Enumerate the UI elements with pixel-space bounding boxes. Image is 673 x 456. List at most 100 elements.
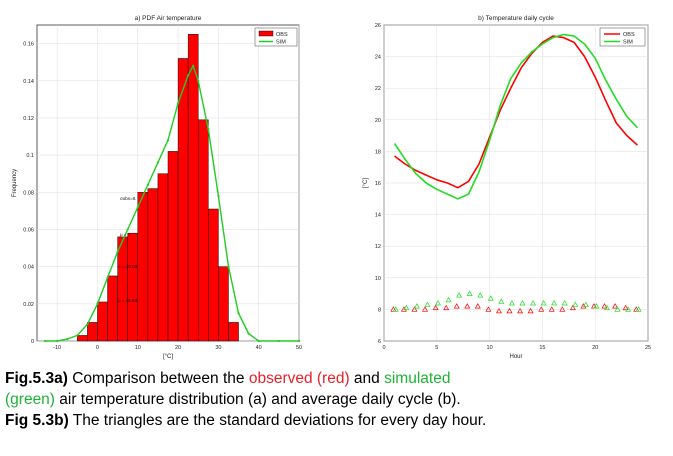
obs-bar — [228, 322, 239, 342]
sim-std-triangle — [625, 306, 632, 312]
chart-b-x-tick-label: 5 — [435, 345, 438, 351]
chart-b-std-triangles — [390, 290, 642, 314]
sim-point — [56, 339, 59, 343]
obs-std-triangle — [432, 304, 439, 311]
obs-std-triangle — [527, 307, 534, 314]
sim-point — [192, 64, 195, 67]
caption-text: Comparison between the — [67, 370, 249, 387]
chart-b-y-tick-label: 12 — [375, 244, 381, 250]
caption-label-b: Fig 5.3b) — [5, 412, 69, 429]
sim-std-triangle — [403, 304, 410, 311]
caption-observed: observed (red) — [248, 370, 350, 387]
sim-std-triangle — [561, 299, 568, 306]
caption-text: air temperature distribution (a) and ave… — [54, 391, 461, 408]
chart-b-y-tick-label: 26 — [375, 23, 381, 29]
figure-charts: a) PDF Air temperature -10 0 10 20 30 40 50 0 0… — [12, 15, 651, 360]
sim-std-triangle — [445, 296, 452, 303]
legend-b-obs-label: OBS — [623, 32, 635, 38]
obs-std-triangle — [495, 307, 502, 314]
obs-bar — [97, 301, 108, 342]
obs-std-triangle — [411, 306, 418, 312]
chart-a-x-tick-label: 0 — [96, 345, 99, 351]
chart-a-annotation: μ = 15.64 — [118, 298, 137, 303]
sim-std-triangle — [466, 290, 473, 296]
caption-line-2: (green) air temperature distribution (a)… — [5, 389, 670, 410]
caption-green: (green) — [5, 391, 55, 408]
chart-a-x-tick-label: 40 — [256, 345, 262, 351]
sim-std-triangle — [551, 299, 558, 306]
sim-std-triangle — [582, 301, 589, 307]
sim-point — [86, 323, 89, 326]
obs-bar — [77, 335, 88, 342]
chart-a-x-tick-label: 50 — [296, 345, 302, 351]
chart-b-y-tick-label: 18 — [375, 149, 381, 155]
chart-a-legend: OBS SIM — [254, 27, 298, 47]
sim-point — [197, 79, 200, 82]
caption-simulated: simulated — [384, 370, 451, 387]
chart-b-y-tick-label: 10 — [375, 276, 381, 282]
sim-std-triangle — [456, 292, 463, 298]
chart-b-x-tick-label: 10 — [487, 345, 493, 351]
obs-bar — [127, 232, 139, 342]
sim-point — [176, 101, 180, 105]
sim-line — [393, 33, 638, 200]
chart-a-y-tick-label: 0.08 — [23, 190, 34, 196]
sim-std-triangle — [413, 303, 420, 309]
obs-std-triangle — [400, 306, 407, 312]
sim-point — [227, 265, 230, 268]
obs-bar — [157, 173, 169, 342]
chart-a-annotation: σ = 20.08 — [118, 264, 138, 269]
chart-b-x-tick-label: 25 — [645, 345, 651, 351]
obs-bar — [117, 236, 128, 342]
chart-a-title: a) PDF Air temperature — [135, 15, 202, 22]
figure-caption: Fig.5.3a) Comparison between the observe… — [5, 368, 670, 431]
chart-b-y-tick-label: 8 — [378, 307, 381, 313]
chart-b-lines — [393, 33, 638, 200]
obs-bar — [197, 119, 209, 342]
obs-bar — [87, 322, 98, 342]
obs-bar — [137, 192, 149, 342]
sim-std-triangle — [435, 299, 441, 306]
chart-b-y-tick-label: 24 — [375, 55, 381, 61]
chart-b-legend: OBS SIM — [599, 27, 646, 47]
obs-std-triangle — [559, 306, 566, 312]
chart-b-x-ticks: 0 5 10 15 20 25 — [382, 345, 651, 351]
chart-b-y-tick-label: 6 — [378, 339, 381, 345]
chart-a-bars — [77, 34, 239, 342]
sim-std-triangle — [498, 298, 505, 304]
sim-point — [247, 332, 250, 335]
sim-point — [297, 339, 301, 343]
sim-std-triangle — [593, 303, 600, 309]
chart-a-y-tick-label: 0.1 — [26, 153, 34, 159]
chart-b-y-tick-label: 14 — [375, 213, 381, 219]
chart-b-x-tick-label: 15 — [539, 345, 545, 351]
chart-b-x-tick-label: 20 — [592, 345, 598, 351]
caption-text: and — [349, 370, 385, 387]
chart-a-y-tick-label: 0.02 — [23, 302, 34, 308]
obs-bar — [218, 266, 229, 342]
chart-b-y-tick-label: 22 — [375, 86, 381, 92]
obs-std-triangle — [601, 303, 608, 309]
obs-std-triangle — [580, 303, 587, 309]
sim-point — [146, 183, 149, 186]
obs-line — [394, 35, 638, 189]
obs-std-triangle — [538, 306, 545, 312]
obs-bar — [147, 188, 159, 342]
sim-point — [126, 228, 129, 231]
chart-a-x-tick-label: -10 — [53, 345, 61, 351]
legend-obs-label: OBS — [276, 32, 288, 38]
sim-std-triangle — [392, 306, 399, 312]
sim-std-triangle — [635, 306, 642, 312]
obs-std-triangle — [612, 303, 619, 309]
chart-a-y-tick-label: 0 — [31, 339, 34, 345]
chart-a-y-tick-label: 0.16 — [23, 42, 34, 48]
chart-b-title: b) Temperature daily cycle — [478, 15, 554, 22]
obs-std-triangle — [443, 304, 450, 311]
sim-std-triangle — [614, 306, 621, 312]
chart-b-x-label: Hour — [509, 354, 522, 360]
chart-a-y-tick-label: 0.06 — [23, 227, 34, 233]
obs-bar — [167, 151, 179, 342]
sim-point — [156, 161, 160, 164]
chart-a-x-tick-label: 30 — [215, 345, 221, 351]
sim-std-triangle — [572, 301, 579, 307]
